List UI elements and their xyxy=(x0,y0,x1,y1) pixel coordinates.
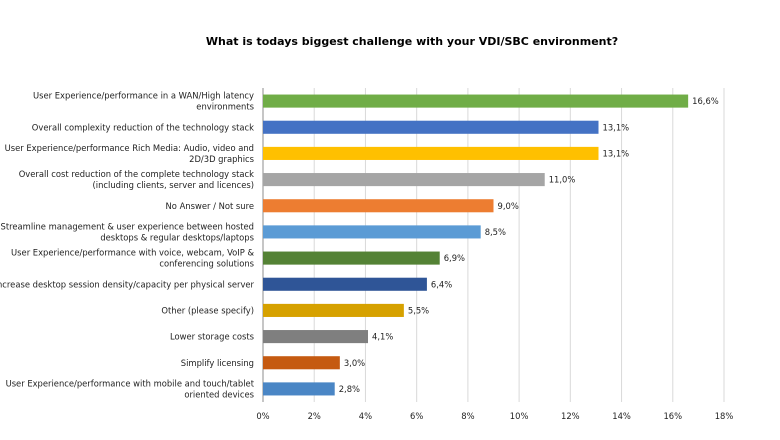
category-label: Other (please specify) xyxy=(161,305,254,315)
x-axis-tick-labels: 0% 2% 4% 6% 8% 10% 12% 14% 16% 18% xyxy=(256,411,733,421)
data-label: 9,0% xyxy=(498,201,519,211)
category-label: Simplify licensing xyxy=(181,358,254,368)
data-label: 4,1% xyxy=(372,332,393,342)
category-label: Streamline management & user experience … xyxy=(1,221,254,242)
x-tick-label: 12% xyxy=(561,411,580,421)
bar xyxy=(263,146,599,160)
bar xyxy=(263,303,404,317)
data-label: 6,9% xyxy=(444,253,465,263)
x-tick-label: 16% xyxy=(663,411,682,421)
data-label: 6,4% xyxy=(431,279,452,289)
x-tick-label: 4% xyxy=(359,411,372,421)
category-label: Lower storage costs xyxy=(170,332,254,342)
category-label: Overall cost reduction of the complete t… xyxy=(19,169,254,190)
data-label: 13,1% xyxy=(603,122,630,132)
bar xyxy=(263,356,340,370)
bar xyxy=(263,94,689,108)
bar xyxy=(263,199,494,213)
bar xyxy=(263,225,481,239)
category-labels: User Experience/performance in a WAN/Hig… xyxy=(0,91,255,400)
bar xyxy=(263,277,427,291)
data-label: 2,8% xyxy=(339,384,360,394)
bars xyxy=(263,94,689,396)
x-tick-label: 18% xyxy=(715,411,734,421)
category-label: Overall complexity reduction of the tech… xyxy=(32,122,254,132)
category-label: Increase desktop session density/capacit… xyxy=(0,279,255,289)
bar xyxy=(263,330,369,344)
bar xyxy=(263,382,335,396)
chart-title: What is todays biggest challenge with yo… xyxy=(206,35,618,48)
x-tick-label: 14% xyxy=(612,411,631,421)
category-label: User Experience/performance Rich Media: … xyxy=(5,143,254,164)
bar xyxy=(263,120,599,134)
x-tick-label: 10% xyxy=(510,411,529,421)
category-label: User Experience/performance with voice, … xyxy=(11,248,254,269)
bar xyxy=(263,173,545,187)
x-tick-label: 0% xyxy=(256,411,269,421)
data-labels: 16,6% 13,1% 13,1% 11,0% 9,0% 8,5% 6,9% 6,4% 5,5%… xyxy=(339,96,719,394)
data-label: 16,6% xyxy=(692,96,719,106)
category-label: User Experience/performance with mobile … xyxy=(6,378,255,399)
grid-lines xyxy=(262,88,725,402)
data-label: 5,5% xyxy=(408,305,429,315)
x-tick-label: 8% xyxy=(461,411,474,421)
bar xyxy=(263,251,440,265)
category-label: User Experience/performance in a WAN/Hig… xyxy=(33,91,254,112)
data-label: 11,0% xyxy=(549,175,576,185)
data-label: 3,0% xyxy=(344,358,365,368)
data-label: 8,5% xyxy=(485,227,506,237)
category-label: No Answer / Not sure xyxy=(166,201,254,211)
data-label: 13,1% xyxy=(603,148,630,158)
x-tick-label: 2% xyxy=(308,411,321,421)
x-tick-label: 6% xyxy=(410,411,423,421)
